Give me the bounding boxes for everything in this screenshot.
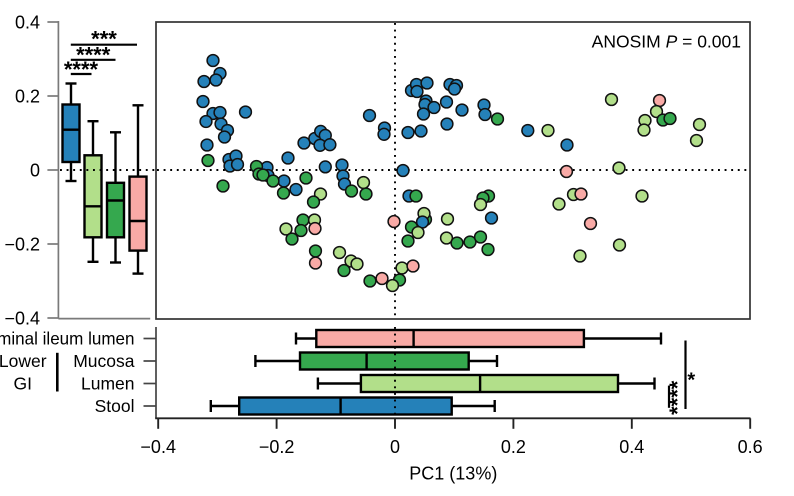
- svg-text:****: ****: [665, 380, 690, 415]
- svg-text:−0.2: −0.2: [259, 437, 295, 457]
- svg-text:−0.4: −0.4: [4, 308, 40, 328]
- svg-text:−0.2: −0.2: [4, 234, 40, 254]
- svg-text:****: ****: [76, 43, 111, 68]
- svg-text:0.2: 0.2: [501, 437, 526, 457]
- svg-text:PC1 (13%): PC1 (13%): [409, 464, 497, 484]
- svg-text:Mucosa: Mucosa: [73, 351, 135, 371]
- svg-text:0.4: 0.4: [15, 12, 40, 32]
- svg-text:****: ****: [64, 57, 99, 82]
- svg-text:−0.4: −0.4: [140, 437, 176, 457]
- svg-text:Lumen: Lumen: [81, 374, 135, 394]
- svg-text:Terminal ileum lumen: Terminal ileum lumen: [0, 329, 135, 349]
- svg-text:GI: GI: [13, 374, 31, 394]
- svg-text:0: 0: [390, 437, 400, 457]
- svg-text:0.4: 0.4: [619, 437, 644, 457]
- svg-text:Stool: Stool: [95, 396, 135, 416]
- svg-text:***: ***: [91, 27, 117, 52]
- svg-text:Lower: Lower: [0, 351, 47, 371]
- svg-text:0.6: 0.6: [738, 437, 763, 457]
- svg-text:ANOSIM P = 0.001: ANOSIM P = 0.001: [592, 32, 741, 52]
- svg-text:0: 0: [30, 160, 40, 180]
- svg-text:*: *: [687, 370, 695, 392]
- svg-text:0.2: 0.2: [15, 86, 40, 106]
